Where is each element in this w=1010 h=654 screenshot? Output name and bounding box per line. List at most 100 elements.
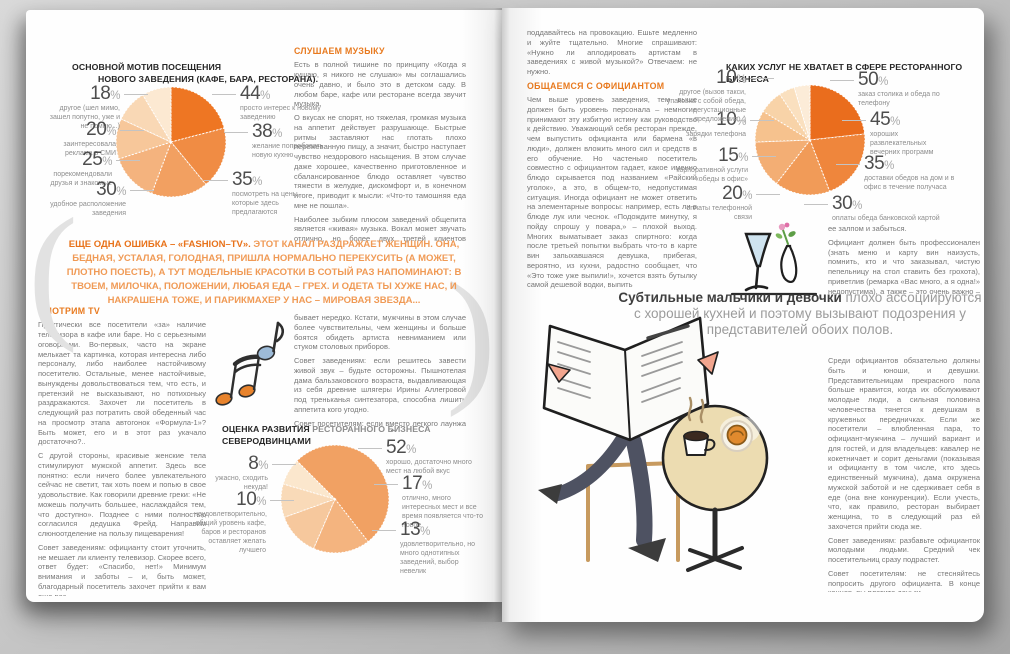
pie-percent: 45%	[870, 109, 900, 130]
pie-desc: другое (вызов такси, упаковка с собой об…	[666, 89, 746, 123]
pie-desc: оплаты телефонной связи	[686, 205, 752, 221]
pie-percent: 38%	[252, 121, 282, 142]
pie-percent: 25%	[82, 149, 112, 170]
pie-percent: 10%	[236, 489, 266, 510]
pie-percent: 50%	[858, 69, 888, 90]
paragraph: Совет посетителям: если вместо легкого л…	[294, 418, 466, 432]
paragraph: Совет заведениям: разбавьте официанток м…	[828, 535, 980, 565]
pie-percent: 17%	[402, 473, 432, 494]
pie-percent: 52%	[386, 437, 416, 458]
pie-label: 30% оплаты обеда банковской картой	[804, 193, 952, 224]
pie-label: 52% хорошо, достаточно много мест на люб…	[358, 437, 478, 477]
paragraph: О вкусах не спорят, но тяжелая, громкая …	[294, 113, 466, 210]
pie-desc: ужасно, сходить некуда!	[215, 475, 268, 491]
pie-desc: заказ столика и обеда по телефону	[858, 91, 940, 107]
pie-percent: 35%	[864, 153, 894, 174]
section-talking-to-waiter: поддавайтесь на провокацию. Ешьте медлен…	[527, 28, 697, 320]
pie-label: 45% хороших развлекательных вечерних про…	[842, 109, 952, 158]
pie-desc: удобное расположение заведения	[50, 201, 126, 217]
pie-visit-motive	[115, 86, 227, 198]
pie-percent: 15%	[718, 145, 748, 166]
pie-desc: корпоративной услуги «обеды в офис»	[676, 167, 748, 183]
pie-percent: 10%	[716, 67, 746, 88]
pie-desc: неудовлетворительно, общий уровень кафе,…	[194, 511, 267, 554]
pie-label: 50% заказ столика и обеда по телефону	[830, 69, 950, 109]
pie-percent: 18%	[90, 83, 120, 104]
wine-glass-illustration	[730, 222, 818, 296]
pie-desc: другое (шел мимо, зашел попутно, уже и н…	[49, 105, 120, 130]
music-notes-illustration	[215, 321, 285, 406]
pie-label: 18% другое (шел мимо, зашел попутно, уже…	[44, 83, 148, 132]
pullquote-lead: ЕЩЕ ОДНА ОШИБКА – «FASHION–TV».	[68, 239, 251, 250]
paragraph: Практически все посетители «за» наличие …	[38, 320, 206, 447]
pie-label: 35% посмотреть на цены, которые здесь пр…	[204, 169, 320, 218]
pie-label: 13% удовлетворительно, но много однотипн…	[372, 519, 486, 577]
pullquote-body: плохо ассоциируются с хорошей кухней и п…	[633, 290, 982, 337]
decorative-open-paren: (	[28, 188, 78, 354]
pie-desc: доставки обедов на дом и в офис в течени…	[864, 175, 955, 191]
pie-percent: 10%	[716, 109, 746, 130]
pie-percent: 8%	[248, 453, 268, 474]
section-title: ОБЩАЕМСЯ С ОФИЦИАНТОМ	[527, 80, 665, 91]
paragraph: Наиболее зыбким плюсом заведений общепит…	[294, 214, 466, 246]
pie-desc: оплаты обеда банковской картой	[832, 215, 940, 222]
section-listening-music-cont: бывает нередко. Кстати, мужчины в этом с…	[294, 313, 466, 431]
pie-label: 25% порекомендовали друзья и знакомые	[38, 149, 140, 189]
pie-desc: просто интерес к новому заведению	[240, 105, 321, 121]
pie-desc: зарядки телефона	[686, 131, 746, 138]
paragraph: Официант должен быть профессионален (зна…	[828, 237, 980, 298]
pie-label: 30% удобное расположение заведения	[48, 179, 154, 219]
pie-desc: посмотреть на цены, которые здесь предла…	[232, 191, 300, 216]
paragraph: бывает нередко. Кстати, мужчины в этом с…	[294, 313, 466, 352]
pie-label: 20% оплаты телефонной связи	[670, 183, 780, 223]
newspaper-reader-illustration	[538, 316, 769, 572]
paragraph: С другой стороны, красивые женские тела …	[38, 451, 206, 539]
pullquote-lead: Субтильные мальчики и девочки	[618, 290, 842, 305]
paragraph: Совет заведениям: если решитесь завести …	[294, 356, 466, 414]
pie-percent: 20%	[722, 183, 752, 204]
pie-label: 20% заинтересовала реклама в СМИ	[46, 119, 144, 159]
paragraph: Чем выше уровень заведения, тем выше дол…	[527, 95, 697, 290]
section-waiters-advice: Среди официантов обязательно должны быть…	[828, 356, 980, 592]
pie-percent: 30%	[832, 193, 862, 214]
paragraph: Есть в полной тишине по принципу «Когда …	[294, 60, 466, 109]
chart-rating-title: ОЦЕНКА РАЗВИТИЯ РЕСТОРАННОГО БИЗНЕСА СЕВ…	[222, 424, 431, 446]
pie-rating	[280, 444, 390, 554]
section-title: СЛУШАЕМ МУЗЫКУ	[294, 46, 385, 56]
pie-desc: хорошо, достаточно много мест на любой в…	[386, 459, 472, 475]
pie-label: 38% желание попробовать новую кухню	[224, 121, 330, 161]
pie-label: 10% зарядки телефона	[670, 109, 774, 140]
pie-desc: отлично, много интересных мест и все вре…	[402, 495, 484, 529]
pie-label: 17% отлично, много интересных мест и все…	[374, 473, 488, 531]
pie-label: 35% доставки обедов на дом и в офис в те…	[836, 153, 956, 193]
section-listening-music: СЛУШАЕМ МУЗЫКУ Есть в полной тишине по п…	[294, 46, 466, 246]
pie-label: 10% неудовлетворительно, общий уровень к…	[194, 489, 294, 556]
pie-desc: порекомендовали друзья и знакомые	[50, 171, 112, 187]
pie-label: 10% другое (вызов такси, упаковка с собо…	[658, 67, 774, 125]
page-right: поддавайтесь на провокацию. Ешьте медлен…	[502, 8, 984, 622]
section-title: СМОТРИМ TV	[38, 306, 100, 316]
paragraph: Совет посетителям: не стесняйтесь попрос…	[828, 568, 980, 592]
pie-label: 44% просто интерес к новому заведению	[212, 83, 322, 123]
pullquote-fashion-tv: ЕЩЕ ОДНА ОШИБКА – «FASHION–TV». ЭТОТ КАН…	[54, 238, 474, 308]
pie-percent: 44%	[240, 83, 270, 104]
section-waiter-cont: ее залпом и забыться. Официант должен бы…	[828, 224, 980, 298]
pie-label: 8% ужасно, сходить некуда!	[202, 453, 296, 493]
decorative-close-paren: )	[446, 252, 496, 418]
chart-visit-motive-title: ОСНОВНОЙ МОТИВ ПОСЕЩЕНИЯ НОВОГО ЗАВЕДЕНИ…	[72, 62, 319, 84]
pie-percent: 20%	[86, 119, 116, 140]
paragraph: ее залпом и забыться.	[828, 224, 907, 233]
paragraph: Совет заведениям: официанту стоит уточни…	[38, 542, 206, 596]
pie-percent: 30%	[96, 179, 126, 200]
magazine-spread: ( ) ОСНОВНОЙ МОТИВ ПОСЕЩЕНИЯ НОВОГО ЗАВЕ…	[26, 8, 986, 630]
pie-desc: заинтересовала реклама в СМИ	[63, 141, 116, 157]
pullquote-body: ЭТОТ КАНАЛ РАЗДРАЖАЕТ ЖЕНЩИН. ОНА, БЕДНА…	[66, 239, 462, 307]
chart-missing-services-title: КАКИХ УСЛУГ НЕ ХВАТАЕТ В СФЕРЕ РЕСТОРАНН…	[726, 62, 963, 84]
pullquote-waiters: Субтильные мальчики и девочки плохо ассо…	[618, 290, 982, 337]
pie-desc: удовлетворительно, но много однотипных з…	[400, 541, 476, 575]
pie-missing-services	[754, 84, 866, 196]
pie-desc: хороших развлекательных вечерних програм…	[870, 131, 934, 156]
section-watching-tv: СМОТРИМ TV Практически все посетители «з…	[38, 306, 206, 596]
pie-percent: 35%	[232, 169, 262, 190]
pie-percent: 13%	[400, 519, 430, 540]
